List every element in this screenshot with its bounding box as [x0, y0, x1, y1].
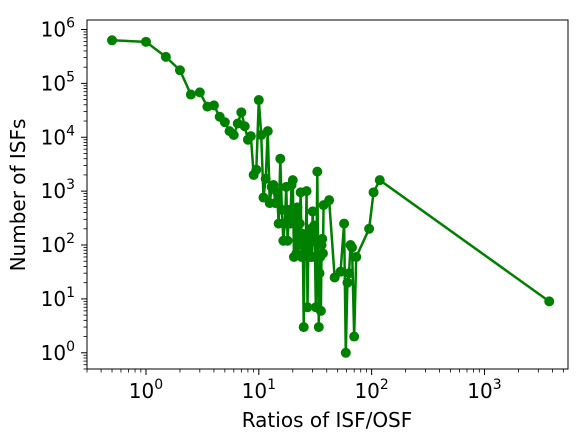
- y-tick-label: 102: [41, 231, 75, 257]
- x-tick-label: 101: [242, 377, 276, 403]
- data-point: [292, 202, 303, 213]
- data-point: [290, 210, 301, 221]
- x-tick-label: 103: [467, 377, 501, 403]
- data-point: [282, 235, 293, 246]
- data-point: [262, 126, 273, 137]
- data-point: [185, 89, 196, 100]
- data-point: [174, 65, 185, 76]
- y-tick-layer: 100 101 102 103 104 105 106: [41, 15, 87, 370]
- data-point: [283, 204, 294, 215]
- y-tick-label: 104: [41, 123, 75, 149]
- y-tick-label: 100: [41, 339, 75, 365]
- data-point: [294, 218, 305, 229]
- y-tick-label: 101: [41, 285, 75, 311]
- data-point: [302, 302, 313, 313]
- data-point: [272, 187, 283, 198]
- data-point: [351, 251, 362, 262]
- data-point: [344, 268, 354, 279]
- data-point: [298, 322, 309, 333]
- data-point: [342, 277, 353, 288]
- data-point: [251, 164, 262, 175]
- data-point: [219, 117, 230, 128]
- data-point: [374, 175, 385, 186]
- plot-frame: [86, 19, 569, 370]
- data-point: [239, 121, 250, 132]
- data-point: [335, 266, 346, 277]
- plot-area: [86, 19, 569, 370]
- y-tick-label: 103: [41, 177, 75, 203]
- data-point: [107, 35, 118, 46]
- data-point: [312, 166, 323, 177]
- x-tick-layer: 100 101 102 103: [86, 369, 564, 403]
- data-point: [317, 248, 328, 259]
- data-point: [349, 331, 360, 342]
- data-point: [275, 153, 286, 164]
- data-point: [317, 233, 328, 244]
- data-point: [313, 322, 324, 333]
- data-point: [324, 195, 335, 206]
- series-layer: [107, 35, 555, 358]
- data-point: [339, 218, 350, 229]
- x-tick-label: 100: [129, 377, 163, 403]
- data-point: [347, 242, 358, 253]
- data-point: [194, 87, 205, 98]
- x-tick-label: 102: [354, 377, 388, 403]
- data-point: [307, 206, 318, 217]
- data-point: [340, 347, 351, 358]
- x-axis-label: Ratios of ISF/OSF: [242, 408, 413, 432]
- data-point: [270, 198, 281, 209]
- data-point: [236, 107, 247, 118]
- data-point: [364, 223, 375, 234]
- y-tick-label: 105: [41, 69, 75, 95]
- data-point: [309, 220, 320, 231]
- data-point: [276, 204, 287, 215]
- data-point: [260, 173, 271, 184]
- data-point: [208, 100, 219, 111]
- data-point: [285, 218, 296, 229]
- data-point: [160, 51, 171, 62]
- data-point: [245, 131, 256, 142]
- data-point: [140, 36, 151, 47]
- data-point: [301, 186, 312, 197]
- y-axis-label: Number of ISFs: [6, 119, 30, 272]
- data-point: [253, 95, 264, 106]
- data-point: [544, 296, 555, 307]
- data-point: [315, 305, 326, 316]
- data-point: [228, 130, 239, 141]
- data-point: [314, 268, 325, 279]
- data-point: [287, 175, 298, 186]
- data-point: [368, 187, 379, 198]
- y-tick-label: 106: [41, 15, 75, 41]
